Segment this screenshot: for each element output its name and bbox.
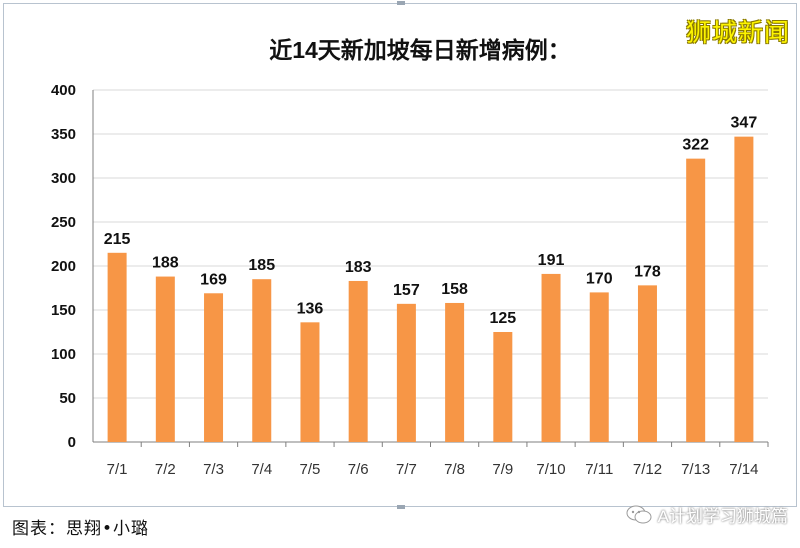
- data-label: 347: [731, 115, 758, 132]
- resize-handle-bottom[interactable]: [397, 505, 405, 509]
- data-label: 157: [393, 282, 420, 299]
- y-tick-label: 350: [51, 126, 76, 143]
- resize-handle-top[interactable]: [397, 1, 405, 5]
- wechat-account-name: A计划学习狮城篇: [657, 507, 788, 526]
- chart-title: 近14天新加坡每日新增病例：: [269, 37, 571, 63]
- data-label: 136: [297, 300, 324, 317]
- x-tick-label: 7/4: [251, 461, 272, 478]
- data-label: 215: [104, 231, 131, 248]
- data-label: 158: [441, 281, 468, 298]
- x-tick-label: 7/6: [348, 461, 369, 478]
- bar: [589, 292, 609, 442]
- x-tick-label: 7/12: [633, 461, 662, 478]
- x-tick-label: 7/7: [396, 461, 417, 478]
- bar: [396, 303, 416, 442]
- data-label: 178: [634, 263, 661, 280]
- data-label: 188: [152, 255, 179, 272]
- bar: [300, 322, 320, 442]
- bar: [155, 276, 175, 442]
- x-tick-label: 7/3: [203, 461, 224, 478]
- bar: [734, 136, 754, 442]
- y-tick-label: 300: [51, 170, 76, 187]
- x-tick-label: 7/8: [444, 461, 465, 478]
- y-tick-label: 100: [51, 346, 76, 363]
- y-tick-label: 200: [51, 258, 76, 275]
- x-tick-label: 7/9: [492, 461, 513, 478]
- bar: [204, 293, 224, 442]
- bar: [686, 158, 706, 442]
- bar: [107, 252, 127, 442]
- x-tick-label: 7/10: [536, 461, 565, 478]
- x-tick-label: 7/1: [107, 461, 128, 478]
- data-label: 169: [200, 271, 227, 288]
- bar: [445, 302, 465, 442]
- chart-credit: 图表：思翔•小璐: [12, 519, 150, 539]
- data-label: 183: [345, 259, 372, 276]
- data-label: 322: [682, 137, 709, 154]
- y-tick-label: 50: [59, 390, 76, 407]
- data-label: 191: [538, 252, 565, 269]
- bar-chart: 近14天新加坡每日新增病例： 0 50 100 150 200 250 300 350 400 21…: [51, 37, 769, 478]
- x-tick-label: 7/5: [300, 461, 321, 478]
- y-tick-label: 400: [51, 82, 76, 99]
- data-label: 170: [586, 270, 613, 287]
- wechat-account: A计划学习狮城篇: [626, 502, 788, 527]
- x-tick-label: 7/2: [155, 461, 176, 478]
- data-label: 185: [248, 257, 275, 274]
- x-tick-label: 7/14: [729, 461, 758, 478]
- bar: [252, 279, 272, 442]
- y-tick-label: 250: [51, 214, 76, 231]
- bar: [348, 280, 368, 442]
- bar: [637, 285, 657, 442]
- wechat-icon: [626, 505, 652, 523]
- bar: [541, 273, 561, 442]
- x-tick-label: 7/13: [681, 461, 710, 478]
- bar: [493, 332, 513, 442]
- y-tick-label: 150: [51, 302, 76, 319]
- watermark-text: 狮城新闻: [685, 18, 790, 47]
- y-tick-label: 0: [68, 434, 76, 451]
- x-tick-label: 7/11: [585, 461, 613, 478]
- data-label: 125: [489, 310, 516, 327]
